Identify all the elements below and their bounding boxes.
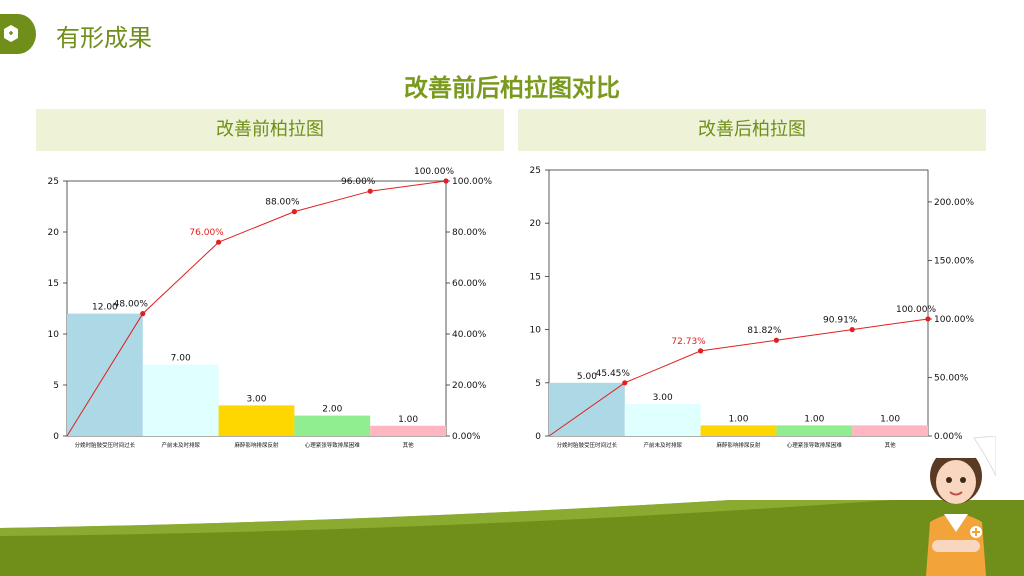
bar — [776, 425, 853, 436]
cumulative-point — [291, 209, 297, 215]
cumulative-point — [140, 311, 146, 317]
y-tick-label: 15 — [48, 279, 59, 289]
x-tick-label: 其他 — [885, 441, 897, 449]
bar-value-label: 12.00 — [92, 303, 118, 313]
x-tick-label: 麻醉影响排尿反射 — [716, 441, 761, 449]
cumulative-label: 81.82% — [747, 326, 782, 336]
y-tick-label: 25 — [48, 177, 59, 187]
cumulative-point — [622, 380, 628, 386]
nurse-mascot-illustration — [926, 436, 996, 576]
bar-value-label: 7.00 — [171, 354, 191, 364]
cumulative-point — [773, 337, 779, 343]
y2-tick-label: 60.00% — [452, 279, 487, 289]
cumulative-label: 48.00% — [114, 300, 149, 310]
x-tick-label: 分娩时胎肢受压时间过长 — [557, 441, 618, 449]
y-tick-label: 20 — [48, 228, 60, 238]
cumulative-point — [367, 188, 373, 194]
bar — [624, 404, 701, 436]
bar-value-label: 2.00 — [322, 405, 342, 415]
bar — [852, 425, 928, 436]
x-tick-label: 心理紧张导致排尿困难 — [305, 441, 361, 449]
cumulative-label: 100.00% — [896, 305, 936, 315]
cumulative-label: 90.91% — [823, 316, 858, 326]
cumulative-point — [849, 326, 855, 333]
y-tick-label: 15 — [530, 272, 541, 282]
bottom-green-wave — [0, 500, 1024, 576]
y2-tick-label: 80.00% — [452, 228, 487, 238]
pareto-chart-after: 5.00 分娩时胎肢受压时间过长 3.00 产前未及时排尿 1.00 麻醉影响排尿反射 1.… — [530, 166, 975, 449]
cumulative-label: 96.00% — [341, 177, 376, 187]
y-tick-label: 5 — [535, 379, 541, 389]
y-tick-label: 10 — [530, 326, 542, 336]
logo — [0, 14, 36, 54]
bar — [294, 415, 371, 436]
cumulative-point — [925, 316, 931, 322]
y-tick-label: 0 — [535, 432, 541, 442]
comparison-title: 改善前后柏拉图对比 — [404, 74, 620, 102]
cumulative-point — [216, 239, 222, 245]
bar — [370, 425, 446, 436]
cumulative-point — [443, 178, 449, 184]
y2-tick-label: 20.00% — [452, 381, 487, 391]
y2-tick-label: 0.00% — [452, 432, 481, 442]
page-title: 有形成果 — [56, 24, 152, 52]
cumulative-label: 72.73% — [671, 337, 706, 347]
x-tick-label: 产前未及时排尿 — [161, 441, 200, 449]
y2-tick-label: 150.00% — [934, 256, 974, 266]
cumulative-line — [548, 318, 929, 437]
y2-tick-label: 100.00% — [934, 315, 974, 325]
pareto-chart-before: 12.00 分娩时胎肢受压时间过长 7.00 产前未及时排尿 3.00 麻醉影响排尿反射 2… — [48, 167, 493, 449]
y-tick-label: 10 — [48, 330, 60, 340]
bar — [218, 405, 295, 436]
x-tick-label: 分娩时胎肢受压时间过长 — [75, 441, 136, 449]
x-tick-label: 产前未及时排尿 — [643, 441, 682, 449]
chart-before-header: 改善前柏拉图 — [36, 109, 504, 151]
y2-tick-label: 40.00% — [452, 330, 487, 340]
y2-tick-label: 200.00% — [934, 198, 974, 208]
x-tick-label: 其他 — [403, 441, 415, 449]
medical-cross-hexagon-icon — [0, 14, 36, 54]
cumulative-point — [698, 348, 704, 354]
bar — [700, 425, 777, 436]
y2-tick-label: 0.00% — [934, 432, 963, 442]
cumulative-label: 100.00% — [414, 167, 454, 177]
y-tick-label: 5 — [53, 381, 59, 391]
bar-value-label: 3.00 — [246, 394, 266, 404]
bar-value-label: 3.00 — [653, 393, 673, 403]
y-tick-label: 20 — [530, 219, 542, 229]
bar-value-label: 1.00 — [728, 414, 748, 424]
bar-value-label: 1.00 — [880, 414, 900, 424]
x-tick-label: 心理紧张导致排尿困难 — [787, 441, 843, 449]
bar-value-label: 1.00 — [804, 414, 824, 424]
bar-value-label: 1.00 — [398, 415, 418, 425]
y-tick-label: 25 — [530, 166, 541, 176]
cumulative-label: 88.00% — [265, 198, 300, 208]
y2-tick-label: 100.00% — [452, 177, 492, 187]
chart-after-header: 改善后柏拉图 — [518, 109, 986, 151]
cumulative-label: 45.45% — [596, 369, 631, 379]
bar-value-label: 5.00 — [577, 372, 597, 382]
y-tick-label: 0 — [53, 432, 59, 442]
y2-tick-label: 50.00% — [934, 373, 969, 383]
cumulative-line — [66, 180, 447, 437]
x-tick-label: 麻醉影响排尿反射 — [234, 441, 279, 449]
bar — [142, 364, 219, 436]
cumulative-label: 76.00% — [189, 228, 224, 238]
